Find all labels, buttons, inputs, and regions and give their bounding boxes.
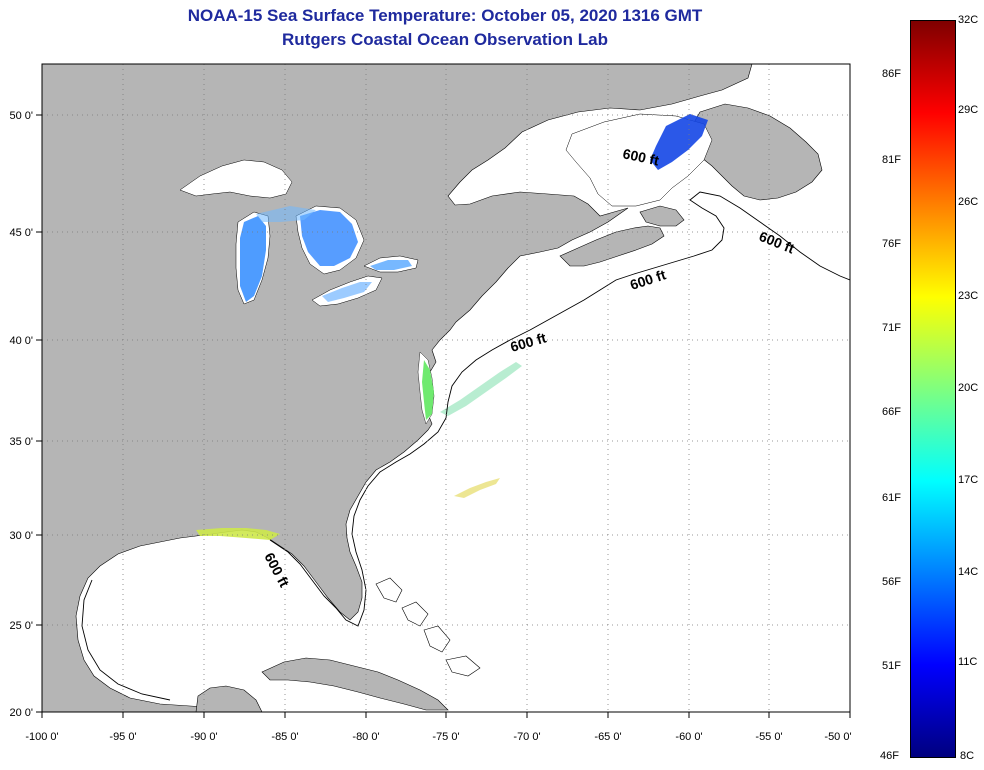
cbar-label-c: 29C [958, 104, 979, 116]
cbar-label-c: 26C [958, 196, 979, 208]
lon-label: -60 0' [675, 731, 702, 743]
lon-label: -75 0' [432, 731, 459, 743]
sst-patches [196, 114, 708, 540]
sst-lake-huron [300, 210, 358, 266]
lon-tick-labels: -100 0' -95 0' -90 0' -85 0' -80 0' -75 … [25, 731, 851, 743]
cbar-label-f: 81F [882, 154, 901, 166]
lake-superior [179, 159, 293, 199]
land-bahamas [375, 577, 481, 677]
lat-label: 25 0' [9, 620, 33, 632]
lat-label: 50 0' [9, 110, 33, 122]
sst-lake-ontario [370, 260, 412, 270]
cbar-label-f: 86F [882, 68, 901, 80]
land-cuba [261, 657, 449, 711]
cbar-label-c: 17C [958, 474, 979, 486]
map-title: NOAA-15 Sea Surface Temperature: October… [187, 6, 703, 25]
cbar-label-f: 66F [882, 406, 901, 418]
map-subtitle: Rutgers Coastal Ocean Observation Lab [282, 30, 608, 49]
sst-lake-erie [322, 282, 372, 302]
contour-label: 600 ft [621, 145, 660, 168]
sst-offshore-yellow [454, 478, 500, 498]
cbar-label-f: 61F [882, 492, 901, 504]
lon-label: -85 0' [271, 731, 298, 743]
lat-label: 40 0' [9, 335, 33, 347]
cbar-label-c: 23C [958, 290, 979, 302]
lon-label: -70 0' [513, 731, 540, 743]
cbar-label-c: 20C [958, 382, 979, 394]
cbar-label-f: 76F [882, 238, 901, 250]
lon-label: -100 0' [25, 731, 58, 743]
lon-label: -95 0' [109, 731, 136, 743]
sst-chesapeake [422, 360, 434, 420]
cbar-label-c: 11C [958, 656, 978, 668]
colorbar [910, 20, 956, 758]
cbar-label-c: 8C [960, 750, 975, 762]
cbar-label-f: 46F [880, 750, 899, 762]
isobath-contour [81, 191, 850, 701]
lon-label: -50 0' [824, 731, 851, 743]
lat-label: 20 0' [9, 707, 33, 719]
lon-label: -90 0' [190, 731, 217, 743]
grid-lines [42, 64, 850, 712]
tick-marks [36, 114, 851, 718]
cbar-label-f: 51F [882, 660, 901, 672]
lat-label: 35 0' [9, 436, 33, 448]
cbar-label-f: 71F [882, 322, 901, 334]
land-yucatan [195, 685, 263, 712]
lon-label: -65 0' [594, 731, 621, 743]
sst-lake-michigan [240, 216, 266, 302]
land-north-america [42, 64, 753, 712]
lat-tick-labels: 50 0' 45 0' 40 0' 35 0' 30 0' 25 0' 20 0… [9, 110, 33, 719]
sst-lake-superior [256, 206, 316, 222]
sst-offshore-streak [440, 362, 522, 416]
cbar-label-c: 14C [958, 566, 979, 578]
sst-gulf-coast [196, 528, 280, 540]
land-cape-breton [639, 205, 685, 227]
lat-label: 45 0' [9, 227, 33, 239]
cbar-label-f: 56F [882, 576, 901, 588]
sst-st-lawrence [650, 114, 708, 170]
lat-label: 30 0' [9, 530, 33, 542]
cbar-label-c: 32C [958, 14, 979, 26]
lon-label: -80 0' [352, 731, 379, 743]
land-nova-scotia [559, 225, 665, 267]
lon-label: -55 0' [755, 731, 782, 743]
